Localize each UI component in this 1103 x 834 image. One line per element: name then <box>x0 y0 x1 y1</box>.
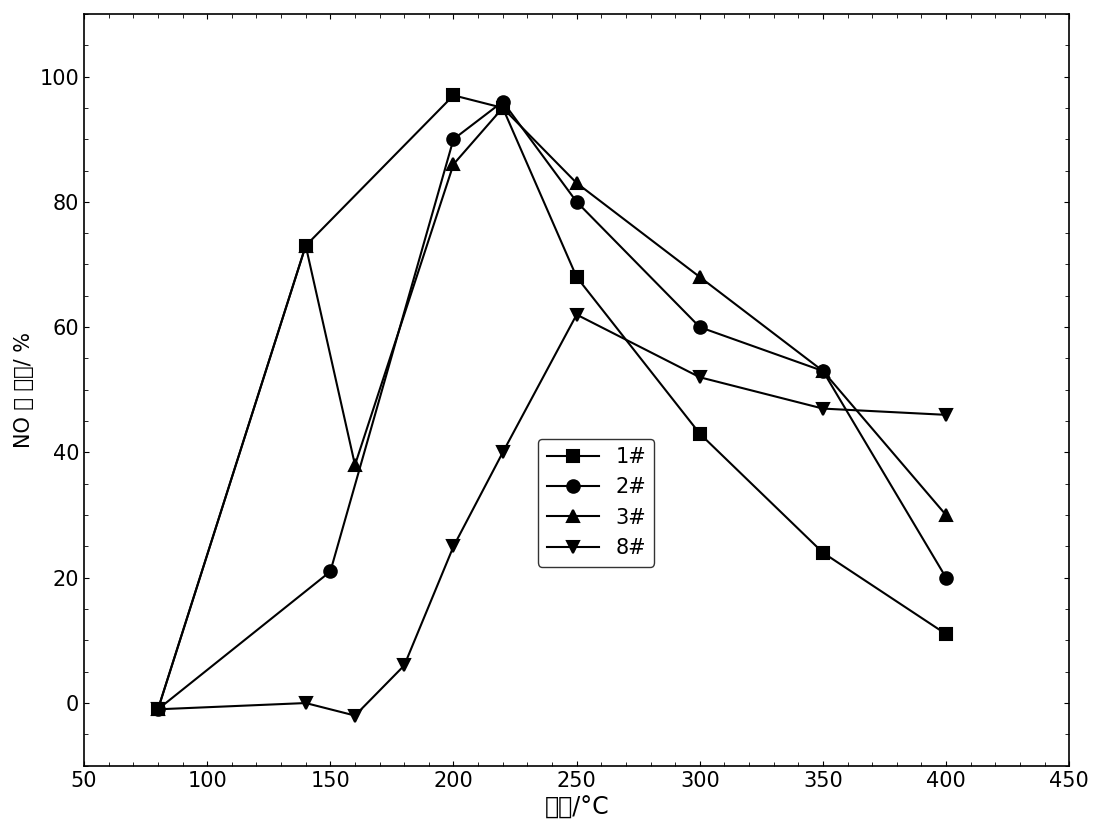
Line: 8#: 8# <box>152 309 952 721</box>
Legend: 1#, 2#, 3#, 8#: 1#, 2#, 3#, 8# <box>538 439 654 566</box>
2# <box>693 322 706 332</box>
Line: 2#: 2# <box>152 95 952 716</box>
3# <box>447 159 460 169</box>
2# <box>816 366 829 376</box>
8# <box>397 661 410 671</box>
3# <box>816 366 829 376</box>
3# <box>299 241 312 251</box>
3# <box>940 510 953 520</box>
8# <box>496 447 510 457</box>
3# <box>349 460 362 470</box>
8# <box>447 541 460 551</box>
8# <box>816 404 829 414</box>
3# <box>496 103 510 113</box>
X-axis label: 温度/°C: 温度/°C <box>545 796 609 820</box>
8# <box>151 704 164 714</box>
1# <box>151 704 164 714</box>
8# <box>299 698 312 708</box>
2# <box>940 573 953 583</box>
1# <box>570 272 583 282</box>
1# <box>693 429 706 439</box>
3# <box>570 178 583 188</box>
2# <box>151 704 164 714</box>
Y-axis label: NO 转 化率/ %: NO 转 化率/ % <box>14 332 34 448</box>
1# <box>447 90 460 100</box>
3# <box>693 272 706 282</box>
1# <box>816 548 829 558</box>
1# <box>940 629 953 639</box>
Line: 1#: 1# <box>152 89 952 716</box>
8# <box>693 372 706 382</box>
8# <box>940 409 953 420</box>
2# <box>324 566 338 576</box>
1# <box>496 103 510 113</box>
2# <box>496 97 510 107</box>
Line: 3#: 3# <box>152 102 952 716</box>
2# <box>570 197 583 207</box>
8# <box>349 711 362 721</box>
1# <box>299 241 312 251</box>
3# <box>151 704 164 714</box>
8# <box>570 309 583 319</box>
2# <box>447 134 460 144</box>
